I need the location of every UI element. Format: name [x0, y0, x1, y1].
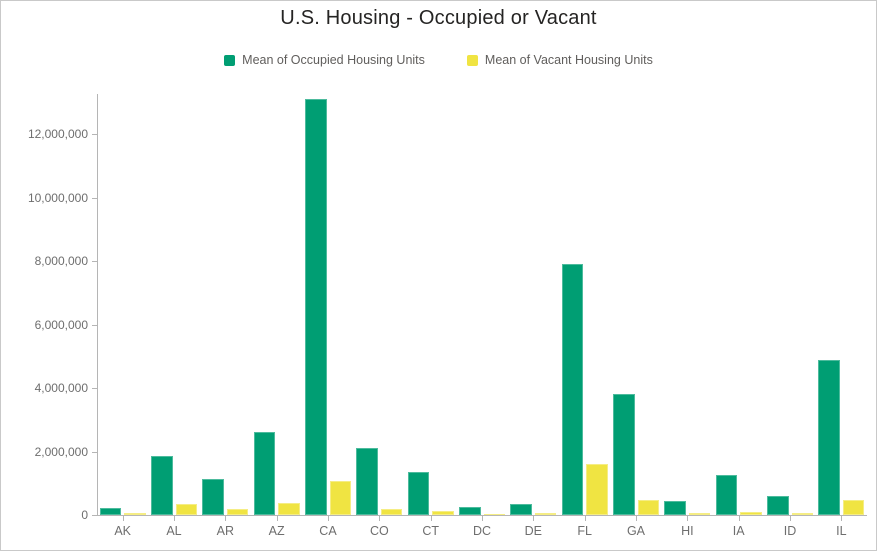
legend-label: Mean of Occupied Housing Units — [242, 53, 425, 67]
bar-occupied-DC[interactable] — [459, 507, 481, 515]
x-axis-label: AR — [216, 524, 234, 538]
x-axis-label: IL — [836, 524, 847, 538]
bar-vacant-CO[interactable] — [380, 509, 403, 515]
y-axis-label: 10,000,000 — [27, 190, 88, 205]
bar-vacant-ID[interactable] — [791, 513, 813, 515]
x-axis-tick — [790, 516, 791, 521]
bar-occupied-FL[interactable] — [561, 264, 584, 515]
y-axis-tick — [92, 515, 97, 516]
bar-occupied-AL[interactable] — [151, 456, 173, 515]
bar-vacant-IL[interactable] — [842, 500, 865, 515]
bar-vacant-AK[interactable] — [124, 513, 146, 515]
y-axis-line — [97, 94, 98, 515]
bar-occupied-CT[interactable] — [407, 472, 430, 515]
y-axis-tick — [92, 197, 97, 199]
y-axis-tick — [92, 388, 97, 389]
bar-occupied-HI[interactable] — [664, 501, 686, 515]
bar-vacant-FL[interactable] — [586, 464, 608, 515]
legend-item-occupied[interactable]: Mean of Occupied Housing Units — [224, 53, 425, 67]
x-axis-label: DE — [524, 524, 542, 538]
y-axis-tick — [92, 261, 97, 262]
bar-occupied-CO[interactable] — [356, 448, 378, 515]
x-axis-label: HI — [681, 524, 694, 538]
x-axis-tick — [276, 516, 278, 521]
bar-occupied-CA[interactable] — [305, 99, 327, 515]
x-axis-label: AL — [166, 524, 182, 538]
x-axis-tick — [328, 516, 329, 521]
x-axis-tick — [122, 516, 124, 521]
bar-vacant-AR[interactable] — [226, 509, 249, 515]
x-axis-tick — [430, 516, 432, 521]
bar-occupied-AR[interactable] — [202, 479, 224, 515]
x-axis-tick — [584, 516, 586, 521]
y-axis-label: 8,000,000 — [34, 254, 88, 268]
legend: Mean of Occupied Housing Units Mean of Va… — [1, 53, 876, 67]
chart-title: U.S. Housing - Occupied or Vacant — [280, 7, 597, 29]
y-axis-label: 2,000,000 — [34, 444, 88, 459]
x-axis-tick — [174, 516, 175, 521]
bar-vacant-CT[interactable] — [432, 511, 454, 515]
bar-vacant-CA[interactable] — [329, 481, 351, 515]
x-axis-tick — [225, 516, 227, 521]
y-axis-label: 0 — [81, 508, 88, 522]
bar-vacant-AZ[interactable] — [278, 503, 300, 515]
bar-occupied-AK[interactable] — [99, 508, 122, 515]
x-axis-label: AK — [114, 524, 131, 538]
y-axis-label: 6,000,000 — [34, 317, 88, 332]
x-axis-tick — [533, 516, 535, 521]
y-axis-label: 12,000,000 — [27, 127, 88, 141]
legend-item-vacant[interactable]: Mean of Vacant Housing Units — [466, 53, 653, 67]
x-axis-tick — [379, 516, 381, 521]
x-axis-tick — [636, 516, 637, 521]
x-axis-label: CA — [319, 524, 337, 538]
bar-vacant-IA[interactable] — [740, 512, 762, 515]
bar-vacant-AL[interactable] — [175, 504, 197, 515]
bar-vacant-HI[interactable] — [688, 513, 711, 515]
bar-vacant-DC[interactable] — [483, 514, 505, 515]
bar-occupied-DE[interactable] — [510, 504, 532, 515]
bar-occupied-IL[interactable] — [818, 360, 840, 515]
x-axis-line — [97, 515, 867, 516]
legend-label: Mean of Vacant Housing Units — [484, 53, 653, 67]
x-axis-label: GA — [626, 524, 646, 538]
x-axis-label: CT — [422, 524, 439, 538]
bar-vacant-DE[interactable] — [534, 513, 557, 515]
y-axis-tick — [92, 324, 97, 326]
bar-occupied-GA[interactable] — [613, 394, 635, 515]
x-axis-tick — [738, 516, 740, 521]
x-axis-tick — [687, 516, 689, 521]
legend-swatch-icon — [224, 54, 236, 66]
x-axis-label: AZ — [268, 524, 285, 538]
x-axis-tick — [482, 516, 483, 521]
y-axis-tick — [92, 134, 97, 135]
x-axis-label: CO — [369, 524, 389, 538]
y-axis-label: 4,000,000 — [34, 381, 88, 395]
x-axis-label: IA — [732, 524, 745, 538]
bar-occupied-AZ[interactable] — [253, 432, 276, 515]
x-axis-label: ID — [783, 524, 797, 538]
bar-vacant-GA[interactable] — [637, 500, 659, 515]
bar-occupied-IA[interactable] — [715, 475, 738, 515]
y-axis-tick — [92, 451, 97, 453]
x-axis-label: DC — [472, 524, 492, 538]
bar-occupied-ID[interactable] — [767, 496, 789, 515]
legend-swatch-icon — [466, 54, 478, 66]
x-axis-label: FL — [577, 524, 592, 538]
x-axis-tick — [841, 516, 843, 521]
